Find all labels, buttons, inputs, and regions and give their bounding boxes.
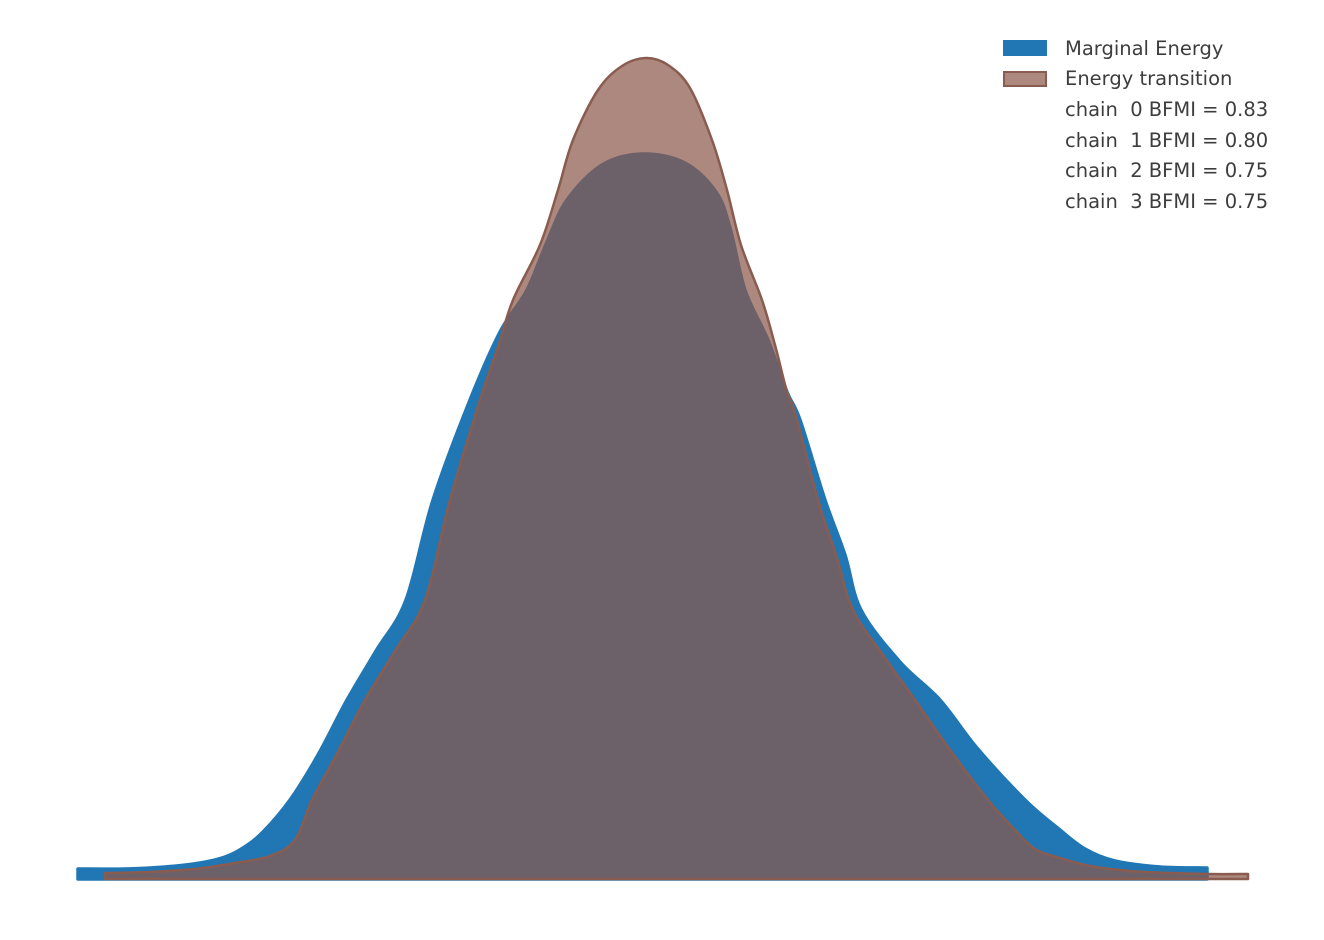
legend: Marginal Energy Energy transition chain … xyxy=(1003,33,1268,217)
bfmi-chain-1-label: chain 1 BFMI = 0.80 xyxy=(1065,128,1269,152)
legend-row-chain-3: chain 3 BFMI = 0.75 xyxy=(1003,186,1268,217)
legend-label: Marginal Energy xyxy=(1065,36,1224,60)
bfmi-chain-3-label: chain 3 BFMI = 0.75 xyxy=(1065,189,1269,213)
energy-transition-area xyxy=(103,56,1250,881)
legend-row-chain-0: chain 0 BFMI = 0.83 xyxy=(1003,94,1268,125)
marginal-energy-swatch-icon xyxy=(1003,40,1047,57)
energy-transition-swatch-icon xyxy=(1003,70,1047,87)
bfmi-chain-2-label: chain 2 BFMI = 0.75 xyxy=(1065,159,1269,183)
legend-label: Energy transition xyxy=(1065,67,1233,91)
legend-row-marginal-energy: Marginal Energy xyxy=(1003,33,1268,64)
legend-row-energy-transition: Energy transition xyxy=(1003,64,1268,95)
bfmi-chain-0-label: chain 0 BFMI = 0.83 xyxy=(1065,97,1269,121)
legend-row-chain-1: chain 1 BFMI = 0.80 xyxy=(1003,125,1268,156)
legend-row-chain-2: chain 2 BFMI = 0.75 xyxy=(1003,155,1268,186)
